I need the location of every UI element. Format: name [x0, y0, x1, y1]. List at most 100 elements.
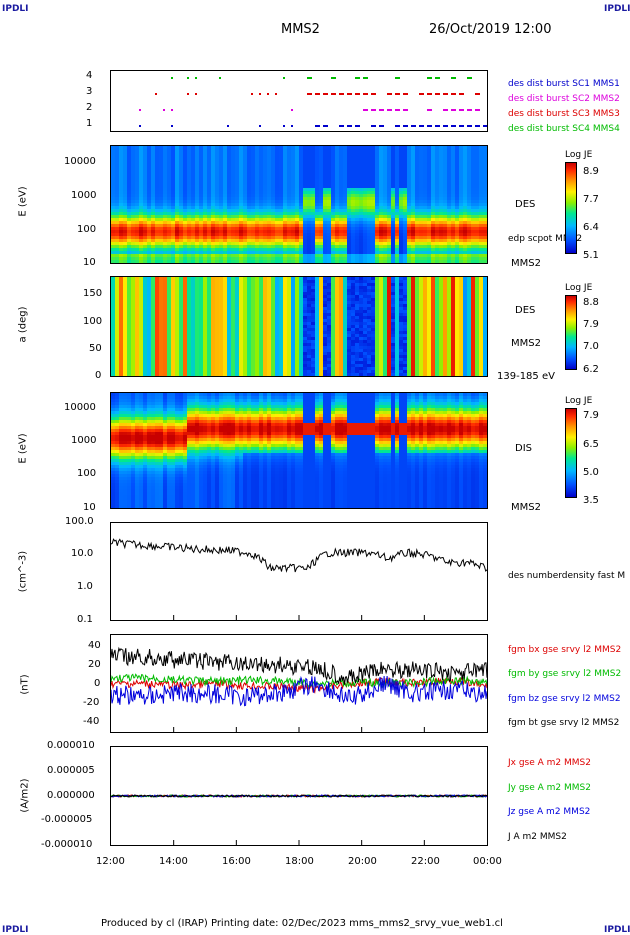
spectrogram-cell — [371, 248, 375, 251]
spectrogram-cell — [231, 358, 235, 361]
spectrogram-cell — [451, 152, 455, 155]
spectrogram-cell — [339, 167, 343, 170]
spectrogram-cell — [123, 188, 127, 191]
spectrogram-cell — [247, 188, 251, 191]
spectrogram-cell — [187, 337, 191, 340]
spectrogram-cell — [267, 200, 271, 203]
spectrogram-cell — [191, 167, 195, 170]
spectrogram-cell — [207, 218, 211, 221]
spectrogram-cell — [303, 185, 307, 188]
spectrogram-cell — [463, 191, 467, 194]
spectrogram-cell — [411, 236, 415, 239]
spectrogram-cell — [403, 149, 407, 152]
spectrogram-cell — [363, 155, 367, 158]
spectrogram-cell — [171, 304, 175, 307]
spectrogram-cell — [467, 167, 471, 170]
spectrogram-cell — [247, 355, 251, 358]
spectrogram-cell — [115, 203, 119, 206]
spectrogram-cell — [159, 331, 163, 334]
spectrogram-cell — [351, 146, 355, 149]
spectrogram-cell — [203, 248, 207, 251]
spectrogram-cell — [131, 349, 135, 352]
spectrogram-cell — [155, 370, 159, 373]
spectrogram-cell — [203, 286, 207, 289]
spectrogram-cell — [463, 161, 467, 164]
spectrogram-cell — [231, 334, 235, 337]
spectrogram-cell — [195, 367, 199, 370]
spectrogram-cell — [307, 158, 311, 161]
spectrogram-cell — [319, 188, 323, 191]
spectrogram-cell — [231, 289, 235, 292]
spectrogram-cell — [143, 289, 147, 292]
spectrogram-cell — [207, 185, 211, 188]
spectrogram-cell — [235, 295, 239, 298]
spectrogram-cell — [151, 200, 155, 203]
spectrogram-cell — [187, 251, 191, 254]
spectrogram-cell — [315, 149, 319, 152]
spectrogram-cell — [423, 227, 427, 230]
spectrogram-cell — [135, 280, 139, 283]
spectrogram-cell — [131, 307, 135, 310]
spectrogram-cell — [403, 152, 407, 155]
spectrogram-cell — [359, 242, 363, 245]
spectrogram-cell — [291, 242, 295, 245]
spectrogram-cell — [247, 319, 251, 322]
spectrogram-cell — [163, 254, 167, 257]
spectrogram-cell — [191, 227, 195, 230]
spectrogram-cell — [383, 257, 387, 260]
spectrogram-cell — [355, 206, 359, 209]
spectrogram-cell — [327, 227, 331, 230]
spectrogram-cell — [439, 167, 443, 170]
spectrogram-cell — [239, 280, 243, 283]
spectrogram-cell — [135, 322, 139, 325]
spectrogram-cell — [207, 173, 211, 176]
spectrogram-cell — [459, 227, 463, 230]
spectrogram-cell — [287, 221, 291, 224]
spectrogram-cell — [195, 373, 199, 376]
spectrogram-cell — [207, 152, 211, 155]
spectrogram-cell — [339, 230, 343, 233]
spectrogram-cell — [119, 239, 123, 242]
spectrogram-cell — [315, 185, 319, 188]
spectrogram-cell — [415, 173, 419, 176]
spectrogram-cell — [371, 176, 375, 179]
spectrogram-cell — [179, 364, 183, 367]
spectrogram-cell — [179, 233, 183, 236]
spectrogram-cell — [219, 146, 223, 149]
spectrogram-cell — [111, 337, 115, 340]
spectrogram-cell — [299, 251, 303, 254]
spectrogram-cell — [235, 254, 239, 257]
spectrogram-cell — [243, 197, 247, 200]
spectrogram-cell — [147, 194, 151, 197]
spectrogram-cell — [479, 170, 483, 173]
spectrogram-cell — [263, 248, 267, 251]
spectrogram-cell — [391, 242, 395, 245]
spectrogram-cell — [215, 301, 219, 304]
spectrogram-cell — [235, 224, 239, 227]
spectrogram-cell — [411, 176, 415, 179]
spectrogram-cell — [303, 167, 307, 170]
spectrogram-cell — [227, 328, 231, 331]
spectrogram-cell — [127, 197, 131, 200]
spectrogram-cell — [115, 298, 119, 301]
spectrogram-cell — [147, 364, 151, 367]
spectrogram-cell — [319, 227, 323, 230]
spectrogram-cell — [167, 155, 171, 158]
spectrogram-cell — [311, 218, 315, 221]
spectrogram-cell — [239, 373, 243, 376]
spectrogram-cell — [167, 248, 171, 251]
spectrogram-cell — [143, 286, 147, 289]
spectrogram-cell — [311, 209, 315, 212]
spectrogram-cell — [131, 328, 135, 331]
spectrogram-cell — [447, 233, 451, 236]
spectrogram-cell — [155, 146, 159, 149]
spectrogram-cell — [231, 191, 235, 194]
spectrogram-cell — [127, 146, 131, 149]
spectrogram-cell — [243, 334, 247, 337]
spectrogram-cell — [435, 185, 439, 188]
spectrogram-cell — [207, 224, 211, 227]
spectrogram-cell — [275, 164, 279, 167]
spectrogram-cell — [179, 203, 183, 206]
spectrogram-cell — [139, 167, 143, 170]
spectrogram-cell — [467, 248, 471, 251]
